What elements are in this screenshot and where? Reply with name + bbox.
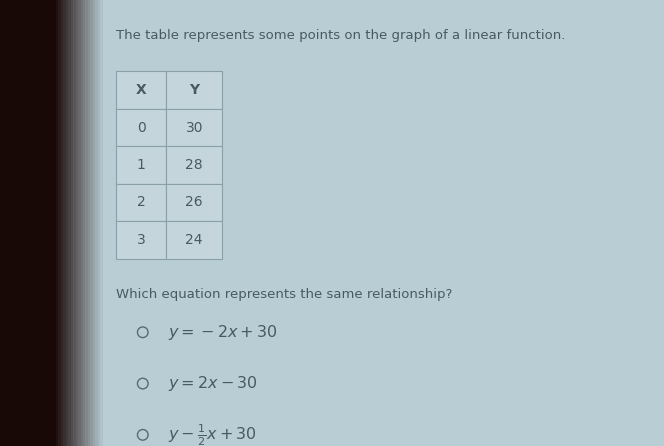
Bar — [62, 0, 65, 446]
Text: 0: 0 — [137, 120, 145, 135]
Bar — [14, 0, 17, 446]
Text: 24: 24 — [185, 233, 203, 247]
Text: 26: 26 — [185, 195, 203, 210]
Bar — [0, 0, 3, 446]
Bar — [93, 0, 96, 446]
Bar — [96, 0, 100, 446]
Bar — [86, 0, 89, 446]
Bar — [76, 0, 79, 446]
Text: 3: 3 — [137, 233, 145, 247]
Bar — [3, 0, 7, 446]
Text: 2: 2 — [137, 195, 145, 210]
Bar — [93, 0, 96, 446]
Bar — [76, 0, 78, 446]
Text: $y = -2x + 30$: $y = -2x + 30$ — [168, 323, 278, 342]
Bar — [78, 0, 80, 446]
Bar — [58, 0, 62, 446]
Bar — [116, 109, 166, 146]
Bar — [31, 0, 35, 446]
Bar — [24, 0, 27, 446]
Bar — [83, 0, 86, 446]
Bar — [80, 0, 83, 446]
Bar — [27, 0, 31, 446]
Bar — [98, 0, 100, 446]
Bar — [53, 0, 56, 446]
Bar — [116, 146, 166, 184]
Text: 28: 28 — [185, 158, 203, 172]
Text: 1: 1 — [137, 158, 145, 172]
Bar — [38, 0, 41, 446]
Bar — [166, 109, 222, 146]
Bar — [116, 71, 166, 109]
Text: Which equation represents the same relationship?: Which equation represents the same relat… — [116, 288, 453, 301]
Bar — [60, 0, 63, 446]
Bar — [116, 184, 166, 221]
Bar — [56, 0, 58, 446]
Bar — [41, 0, 44, 446]
Bar — [63, 0, 66, 446]
Bar — [58, 0, 60, 446]
Bar — [88, 0, 90, 446]
Bar — [166, 184, 222, 221]
Bar — [73, 0, 76, 446]
Bar — [65, 0, 68, 446]
Bar — [100, 0, 103, 446]
Text: The table represents some points on the graph of a linear function.: The table represents some points on the … — [116, 29, 566, 42]
Bar — [90, 0, 93, 446]
Bar — [52, 0, 55, 446]
Bar — [48, 0, 52, 446]
Text: 30: 30 — [185, 120, 203, 135]
Bar — [35, 0, 38, 446]
Bar — [100, 0, 103, 446]
Bar — [96, 0, 98, 446]
Bar — [21, 0, 24, 446]
Bar — [72, 0, 76, 446]
Bar — [79, 0, 82, 446]
Bar — [66, 0, 68, 446]
Bar — [166, 71, 222, 109]
Bar — [55, 0, 58, 446]
Bar — [82, 0, 86, 446]
Bar — [70, 0, 73, 446]
Text: $y = 2x - 30$: $y = 2x - 30$ — [168, 374, 258, 393]
Bar — [166, 221, 222, 259]
Bar — [89, 0, 93, 446]
Bar — [44, 0, 48, 446]
Bar — [116, 221, 166, 259]
Bar — [166, 146, 222, 184]
Bar — [0, 0, 53, 446]
Text: $y - \frac{1}{2}x + 30$: $y - \frac{1}{2}x + 30$ — [168, 422, 257, 446]
Bar — [86, 0, 88, 446]
Bar — [7, 0, 11, 446]
Bar — [68, 0, 72, 446]
Text: Y: Y — [189, 83, 199, 97]
Bar — [17, 0, 21, 446]
Bar — [68, 0, 70, 446]
Text: X: X — [135, 83, 147, 97]
Bar — [11, 0, 14, 446]
